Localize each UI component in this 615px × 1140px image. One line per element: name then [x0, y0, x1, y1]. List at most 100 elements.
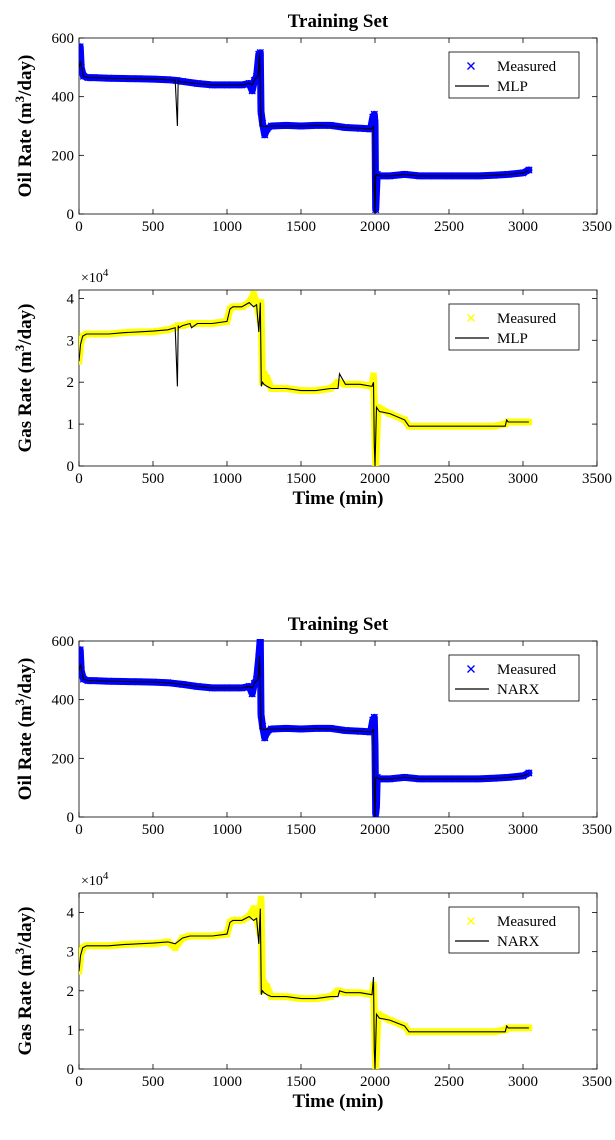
data-point — [370, 110, 378, 118]
y-tick-label: 400 — [52, 693, 75, 709]
y-axis-label: Oil Rate (m3/day) — [12, 55, 36, 198]
legend: Measured NARX — [448, 906, 580, 954]
chart-panel-0: 0 500 1000 1500 2000 2500 3000 3500 0 200 400 600 Tr… — [12, 11, 612, 235]
legend-box — [448, 654, 580, 702]
data-point — [282, 121, 290, 130]
legend-marker — [467, 314, 475, 322]
y-tick-label: 1 — [67, 417, 75, 433]
x-tick-label: 3500 — [582, 822, 612, 838]
chart-title: Training Set — [288, 11, 389, 32]
plot-area — [79, 639, 533, 817]
y-tick-label: 0 — [67, 810, 75, 826]
x-tick-label: 500 — [142, 471, 165, 487]
data-point — [372, 205, 380, 214]
data-point — [371, 742, 379, 751]
chart-panel-3: 0 500 1000 1500 2000 2500 3000 3500 0 1 2 3 4 ×104 Tim… — [12, 870, 612, 1112]
legend-box — [448, 303, 580, 351]
x-tick-label: 1500 — [286, 471, 316, 487]
x-tick-label: 500 — [142, 1074, 165, 1090]
y-axis-label: Gas Rate (m3/day) — [12, 304, 36, 453]
legend-box — [448, 906, 580, 954]
x-tick-label: 2500 — [434, 219, 464, 235]
x-tick-label: 2000 — [360, 219, 390, 235]
data-point — [79, 646, 84, 654]
plot-area — [79, 43, 533, 214]
data-point — [263, 983, 271, 991]
data-point — [282, 724, 290, 733]
x-tick-label: 3000 — [508, 219, 538, 235]
y-tick-label: 600 — [52, 634, 75, 650]
x-tick-label: 2500 — [434, 471, 464, 487]
chart-title: Training Set — [288, 614, 389, 635]
x-axis-label: Time (min) — [293, 488, 384, 509]
data-point — [369, 372, 378, 380]
axes-box — [78, 892, 598, 1070]
data-point — [257, 895, 265, 903]
x-tick-label: 3000 — [508, 471, 538, 487]
series-1 — [79, 52, 530, 214]
data-point — [370, 713, 378, 721]
data-point — [371, 433, 379, 441]
legend-label: MLP — [497, 79, 528, 95]
data-point — [525, 1024, 533, 1032]
x-tick-label: 0 — [75, 1074, 83, 1090]
legend-label: MLP — [497, 331, 528, 347]
y-tick-label: 0 — [67, 207, 75, 223]
data-point — [261, 131, 269, 139]
legend: Measured NARX — [448, 654, 580, 702]
y-tick-label: 2 — [67, 984, 75, 1000]
x-tick-label: 3500 — [582, 219, 612, 235]
series-1 — [79, 908, 529, 1069]
data-point — [79, 357, 83, 365]
axes-box — [78, 37, 598, 215]
x-tick-label: 1500 — [286, 822, 316, 838]
y-exponent-label: ×104 — [81, 870, 109, 889]
data-point — [257, 298, 265, 307]
y-tick-label: 400 — [52, 90, 75, 106]
x-tick-label: 2500 — [434, 1074, 464, 1090]
y-tick-label: 200 — [52, 148, 75, 164]
legend-label: NARX — [497, 934, 540, 950]
y-tick-label: 3 — [67, 333, 75, 349]
legend-label: Measured — [497, 914, 557, 930]
data-point — [171, 944, 179, 952]
data-point — [79, 43, 84, 51]
legend: Measured MLP — [448, 303, 580, 351]
x-tick-label: 1500 — [286, 219, 316, 235]
legend-marker — [467, 917, 475, 925]
y-axis-label: Gas Rate (m3/day) — [12, 907, 36, 1056]
data-point — [249, 290, 258, 298]
x-tick-label: 0 — [75, 822, 83, 838]
data-point — [372, 810, 380, 817]
data-point — [326, 121, 335, 130]
y-tick-label: 3 — [67, 945, 75, 961]
data-point — [326, 724, 335, 733]
data-point — [260, 370, 268, 378]
legend-marker — [467, 665, 475, 673]
x-tick-label: 3500 — [582, 1074, 612, 1090]
data-point — [249, 904, 258, 913]
chart-panel-2: 0 500 1000 1500 2000 2500 3000 3500 0 200 400 600 Tr… — [12, 614, 612, 838]
x-tick-label: 500 — [142, 822, 165, 838]
data-point — [256, 49, 264, 57]
data-point — [263, 374, 271, 382]
y-exponent-label: ×104 — [81, 267, 109, 286]
data-point — [79, 967, 83, 975]
data-point — [149, 328, 157, 336]
data-point — [248, 87, 256, 95]
y-axis-label: Oil Rate (m3/day) — [12, 658, 36, 801]
x-tick-label: 500 — [142, 219, 165, 235]
plot-area — [79, 290, 533, 466]
x-tick-label: 1000 — [212, 471, 242, 487]
data-point — [255, 653, 263, 661]
data-point — [334, 378, 342, 386]
y-tick-label: 4 — [67, 291, 75, 307]
legend-box — [448, 51, 580, 99]
data-point — [149, 940, 157, 948]
legend-label: Measured — [497, 662, 557, 678]
series-line — [79, 301, 529, 466]
y-tick-label: 4 — [67, 906, 75, 922]
data-point — [248, 690, 256, 698]
x-tick-label: 1000 — [212, 822, 242, 838]
